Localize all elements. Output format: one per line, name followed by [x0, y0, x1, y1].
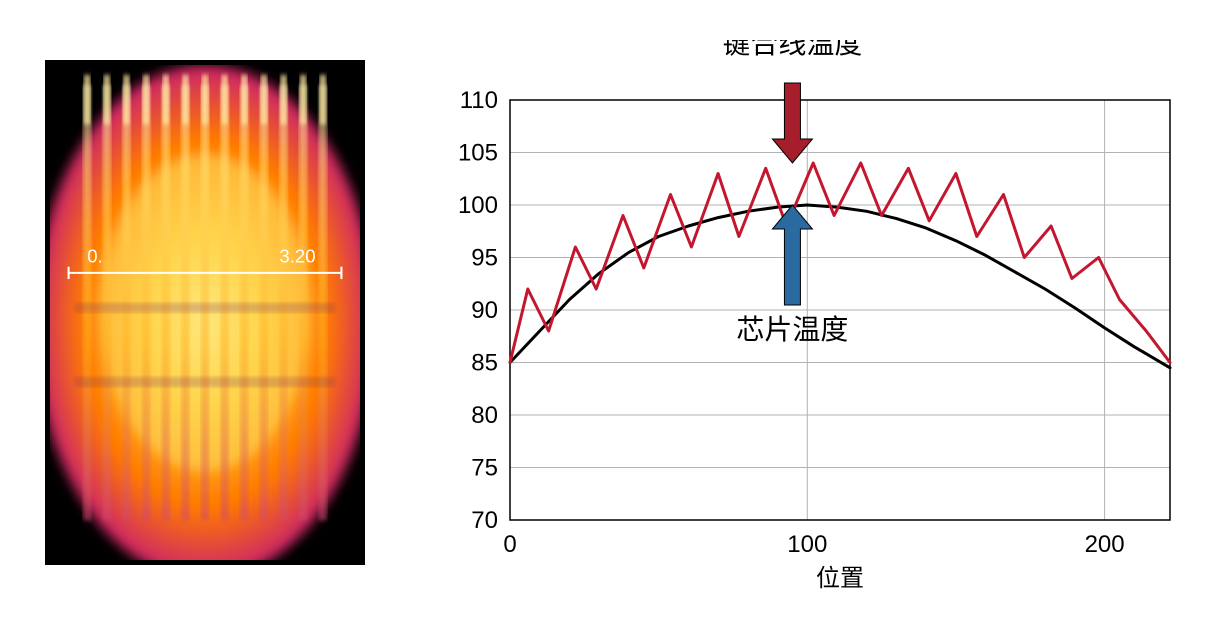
y-tick-label: 105 [458, 140, 498, 167]
figure-stage: 0. 3.20 70 75 80 85 90 95 100 105 110 0 100 200 芯片温度 键… [0, 0, 1214, 629]
thermal-overlay-label: 3.20 [279, 246, 315, 267]
x-tick-label: 0 [503, 531, 516, 558]
y-tick-label: 75 [471, 455, 498, 482]
thermal-image-svg: 0. 3.20 [50, 65, 360, 560]
chart-svg: 70 75 80 85 90 95 100 105 110 0 100 200 芯片温度 键合线温度位置 [420, 40, 1190, 600]
y-tick-label: 95 [471, 245, 498, 272]
x-tick-label: 100 [787, 531, 827, 558]
y-tick-label: 100 [458, 192, 498, 219]
series-label-chip_temp: 芯片温度 [736, 314, 848, 345]
thermal-overlay-label: 0. [87, 246, 103, 267]
y-tick-label: 110 [460, 87, 498, 114]
y-tick-label: 80 [471, 402, 498, 429]
thermal-image-frame: 0. 3.20 [45, 60, 365, 565]
y-tick-label: 90 [471, 297, 498, 324]
x-tick-label: 200 [1085, 531, 1125, 558]
chart-panel: 70 75 80 85 90 95 100 105 110 0 100 200 芯片温度 键合线温度位置 [420, 40, 1190, 600]
y-tick-label: 85 [471, 350, 498, 377]
y-tick-label: 70 [471, 507, 498, 534]
series-label-bondwire_temp: 键合线温度 [722, 40, 862, 59]
x-axis-label: 位置 [816, 565, 864, 592]
